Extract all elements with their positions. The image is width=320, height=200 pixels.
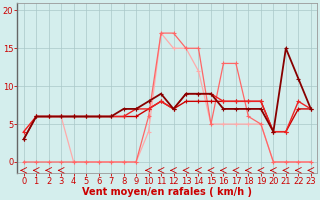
X-axis label: Vent moyen/en rafales ( km/h ): Vent moyen/en rafales ( km/h ): [82, 187, 252, 197]
